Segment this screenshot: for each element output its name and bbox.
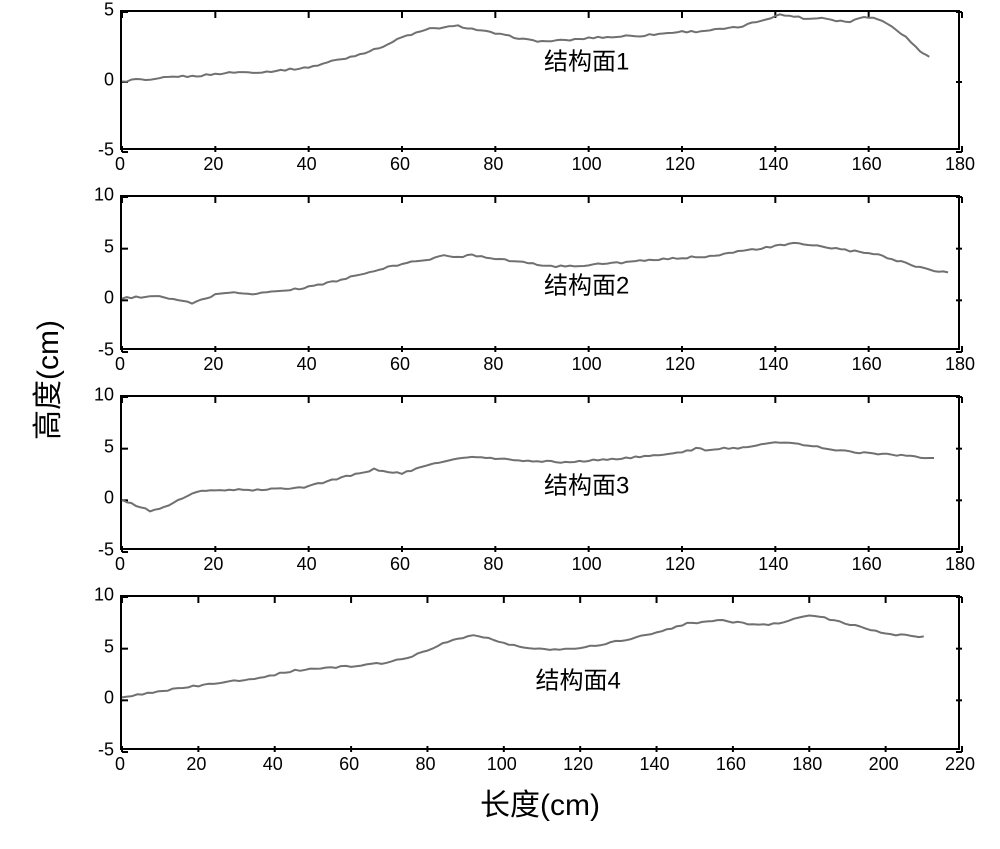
panel1-xtick-label: 0 — [115, 154, 125, 175]
panel2-series-line — [122, 243, 948, 304]
panel4-series-line — [122, 616, 924, 698]
panel3-xtick-label: 40 — [297, 554, 317, 575]
panel1-ytick-label: -5 — [84, 140, 114, 161]
panel3-svg — [122, 397, 962, 552]
panel3-xtick-label: 80 — [483, 554, 503, 575]
panel2-xtick-label: 20 — [203, 354, 223, 375]
figure: 020406080100120140160180-505结构面102040608… — [0, 0, 1000, 849]
panel4-xtick-label: 120 — [563, 754, 593, 775]
panel1-xtick-label: 140 — [758, 154, 788, 175]
panel4-xtick-label: 0 — [115, 754, 125, 775]
panel4-ytick-label: -5 — [84, 740, 114, 761]
panel3-ytick-label: 5 — [84, 436, 114, 457]
panel1-plot-area — [120, 10, 960, 150]
panel2-xtick-label: 140 — [758, 354, 788, 375]
panel1-label: 结构面1 — [544, 42, 629, 77]
global-xlabel: 长度(cm) — [480, 780, 600, 824]
panel2-xtick-label: 60 — [390, 354, 410, 375]
panel2-xtick-label: 160 — [852, 354, 882, 375]
panel4-xtick-label: 140 — [640, 754, 670, 775]
panel1-ytick-label: 5 — [84, 0, 114, 21]
panel1-xtick-label: 120 — [665, 154, 695, 175]
panel1-xtick-label: 60 — [390, 154, 410, 175]
panel1-svg — [122, 12, 962, 152]
panel3-xtick-label: 160 — [852, 554, 882, 575]
panel3-xtick-label: 180 — [945, 554, 975, 575]
panel3-xtick-label: 60 — [390, 554, 410, 575]
panel3-xtick-label: 100 — [572, 554, 602, 575]
panel3-ytick-label: -5 — [84, 540, 114, 561]
panel4-xtick-label: 160 — [716, 754, 746, 775]
panel1-xtick-label: 100 — [572, 154, 602, 175]
panel4-xtick-label: 60 — [339, 754, 359, 775]
panel3-plot-area — [120, 395, 960, 550]
panel3-label: 结构面3 — [544, 465, 629, 500]
panel2-svg — [122, 197, 962, 352]
panel3-xtick-label: 20 — [203, 554, 223, 575]
panel2-xtick-label: 120 — [665, 354, 695, 375]
panel1-series-line — [122, 14, 929, 81]
panel2-ytick-label: 0 — [84, 288, 114, 309]
panel3-ytick-label: 10 — [84, 385, 114, 406]
panel2-xtick-label: 100 — [572, 354, 602, 375]
panel1-xtick-label: 20 — [203, 154, 223, 175]
panel2-xtick-label: 80 — [483, 354, 503, 375]
panel2-ytick-label: -5 — [84, 340, 114, 361]
panel4-xtick-label: 200 — [869, 754, 899, 775]
panel2-xtick-label: 0 — [115, 354, 125, 375]
global-ylabel: 高度(cm) — [23, 320, 67, 440]
panel1-ytick-label: 0 — [84, 70, 114, 91]
panel4-ytick-label: 0 — [84, 688, 114, 709]
panel3-series-line — [122, 442, 934, 511]
panel3-xtick-label: 0 — [115, 554, 125, 575]
panel4-xtick-label: 80 — [415, 754, 435, 775]
panel2-label: 结构面2 — [544, 265, 629, 300]
panel1-xtick-label: 40 — [297, 154, 317, 175]
panel4-xtick-label: 20 — [186, 754, 206, 775]
panel2-plot-area — [120, 195, 960, 350]
panel3-xtick-label: 120 — [665, 554, 695, 575]
panel1-xtick-label: 180 — [945, 154, 975, 175]
panel4-xtick-label: 40 — [263, 754, 283, 775]
panel4-xtick-label: 220 — [945, 754, 975, 775]
panel2-xtick-label: 180 — [945, 354, 975, 375]
panel1-xtick-label: 80 — [483, 154, 503, 175]
panel4-xtick-label: 180 — [792, 754, 822, 775]
panel3-ytick-label: 0 — [84, 488, 114, 509]
panel1-xtick-label: 160 — [852, 154, 882, 175]
panel2-xtick-label: 40 — [297, 354, 317, 375]
panel3-xtick-label: 140 — [758, 554, 788, 575]
panel4-xtick-label: 100 — [487, 754, 517, 775]
panel4-ytick-label: 10 — [84, 585, 114, 606]
panel4-label: 结构面4 — [535, 660, 620, 695]
panel4-ytick-label: 5 — [84, 636, 114, 657]
panel2-ytick-label: 5 — [84, 236, 114, 257]
panel2-ytick-label: 10 — [84, 185, 114, 206]
